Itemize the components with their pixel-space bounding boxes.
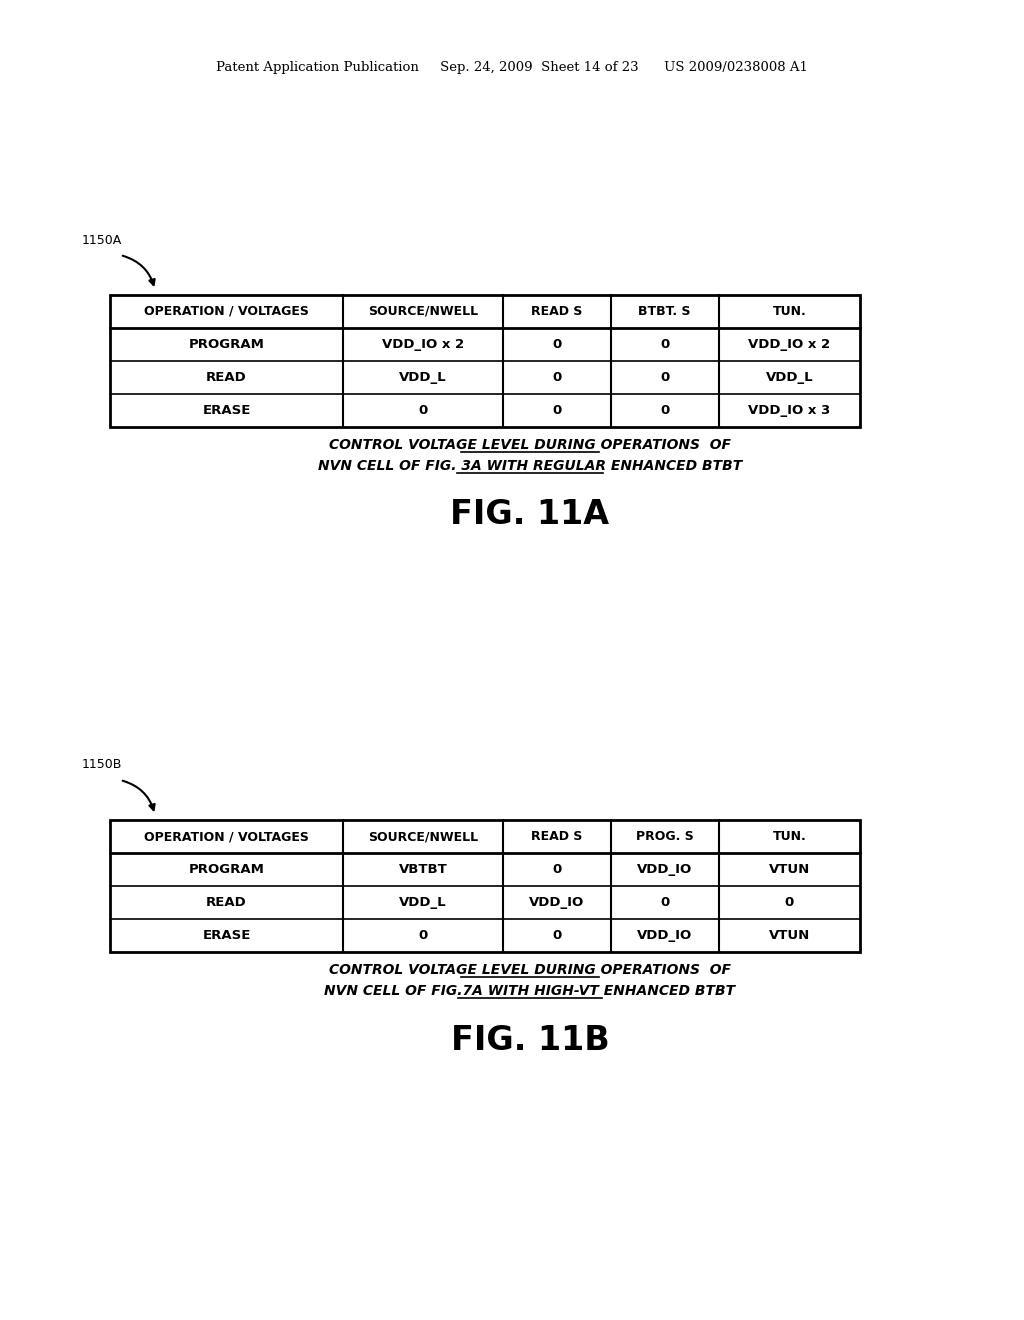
Text: TUN.: TUN. xyxy=(772,830,806,843)
Text: OPERATION / VOLTAGES: OPERATION / VOLTAGES xyxy=(144,830,309,843)
Text: 0: 0 xyxy=(659,896,670,909)
Text: FIG. 11B: FIG. 11B xyxy=(451,1023,609,1056)
Text: SOURCE/NWELL: SOURCE/NWELL xyxy=(368,830,478,843)
Text: NVN CELL OF FIG.7A WITH HIGH-VT ENHANCED BTBT: NVN CELL OF FIG.7A WITH HIGH-VT ENHANCED… xyxy=(325,983,735,998)
Text: 1150B: 1150B xyxy=(82,759,123,771)
Text: 0: 0 xyxy=(552,338,561,351)
Text: NVN CELL OF FIG. 3A WITH REGULAR ENHANCED BTBT: NVN CELL OF FIG. 3A WITH REGULAR ENHANCE… xyxy=(317,459,742,473)
Text: CONTROL VOLTAGE LEVEL DURING OPERATIONS  OF: CONTROL VOLTAGE LEVEL DURING OPERATIONS … xyxy=(329,438,731,451)
Text: PROGRAM: PROGRAM xyxy=(188,863,264,876)
Text: SOURCE/NWELL: SOURCE/NWELL xyxy=(368,305,478,318)
Text: Patent Application Publication     Sep. 24, 2009  Sheet 14 of 23      US 2009/02: Patent Application Publication Sep. 24, … xyxy=(216,62,808,74)
Text: 0: 0 xyxy=(552,404,561,417)
Text: 0: 0 xyxy=(552,371,561,384)
Text: 0: 0 xyxy=(659,404,670,417)
Text: VDD_L: VDD_L xyxy=(766,371,813,384)
Text: VDD_IO x 2: VDD_IO x 2 xyxy=(749,338,830,351)
Text: TUN.: TUN. xyxy=(772,305,806,318)
Text: 0: 0 xyxy=(659,371,670,384)
Text: VDD_IO x 3: VDD_IO x 3 xyxy=(749,404,830,417)
Text: 0: 0 xyxy=(784,896,794,909)
Text: 0: 0 xyxy=(418,929,427,942)
Text: CONTROL VOLTAGE LEVEL DURING OPERATIONS  OF: CONTROL VOLTAGE LEVEL DURING OPERATIONS … xyxy=(329,964,731,977)
Text: VTUN: VTUN xyxy=(769,863,810,876)
Text: PROG. S: PROG. S xyxy=(636,830,693,843)
Text: READ: READ xyxy=(206,371,247,384)
Text: VBTBT: VBTBT xyxy=(398,863,447,876)
Text: ERASE: ERASE xyxy=(203,404,251,417)
Text: READ S: READ S xyxy=(530,305,583,318)
Text: VDD_IO: VDD_IO xyxy=(529,896,585,909)
Text: 0: 0 xyxy=(552,863,561,876)
Text: VDD_L: VDD_L xyxy=(399,896,446,909)
Text: OPERATION / VOLTAGES: OPERATION / VOLTAGES xyxy=(144,305,309,318)
Text: READ: READ xyxy=(206,896,247,909)
Text: FIG. 11A: FIG. 11A xyxy=(451,499,609,532)
Bar xyxy=(110,294,860,426)
Text: 0: 0 xyxy=(418,404,427,417)
Text: BTBT. S: BTBT. S xyxy=(638,305,691,318)
Text: VDD_L: VDD_L xyxy=(399,371,446,384)
Text: VDD_IO x 2: VDD_IO x 2 xyxy=(382,338,464,351)
Text: PROGRAM: PROGRAM xyxy=(188,338,264,351)
Text: VDD_IO: VDD_IO xyxy=(637,863,692,876)
Text: ERASE: ERASE xyxy=(203,929,251,942)
Text: VTUN: VTUN xyxy=(769,929,810,942)
Bar xyxy=(110,820,860,952)
Text: VDD_IO: VDD_IO xyxy=(637,929,692,942)
Text: 0: 0 xyxy=(552,929,561,942)
Text: 0: 0 xyxy=(659,338,670,351)
Text: 1150A: 1150A xyxy=(82,234,122,247)
Text: READ S: READ S xyxy=(530,830,583,843)
